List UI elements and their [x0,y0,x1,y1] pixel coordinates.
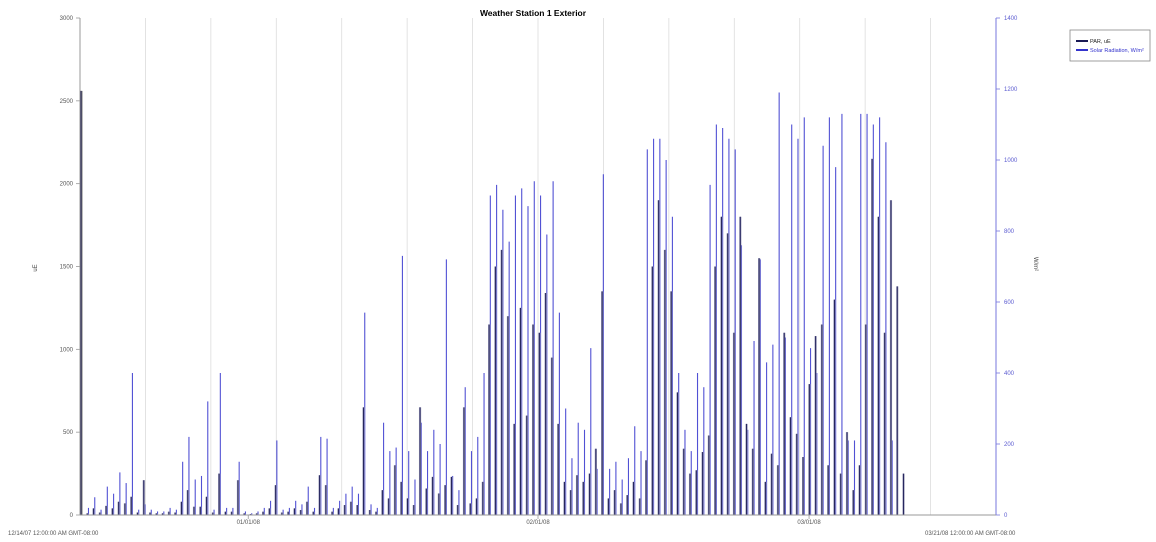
legend: PAR, uE Solar Radiation, W/m² [1069,29,1151,62]
ytick-label: 0 [70,513,74,519]
legend-label-solar: Solar Radiation, W/m² [1090,48,1144,54]
y2-axis-label: W/m² [1032,257,1038,271]
legend-label-par: PAR, uE [1090,39,1111,45]
ytick-label: 3000 [60,16,74,22]
y-axis-label: uE [33,264,39,271]
x-end-label: 03/21/08 12:00:00 AM GMT-08:00 [925,531,1016,537]
y2tick-label: 1000 [1004,158,1018,164]
ytick-label: 2500 [60,99,74,105]
right-y-ticks: 0 200 400 600 800 1000 1200 1400 [996,16,1018,519]
left-y-ticks: 0 500 1000 1500 2000 2500 3000 [60,16,80,519]
legend-box [1069,29,1151,62]
x-start-label: 12/14/07 12:00:00 AM GMT-08:00 [8,531,99,537]
xtick-label: 03/01/08 [797,520,821,526]
y2tick-label: 200 [1004,442,1015,448]
y2tick-label: 400 [1004,371,1015,377]
par-series [79,90,905,516]
ytick-label: 1000 [60,347,74,353]
vertical-gridlines [145,18,931,515]
y2tick-label: 600 [1004,300,1015,306]
y2tick-label: 1200 [1004,87,1018,93]
ytick-label: 500 [63,430,74,436]
y2tick-label: 1400 [1004,16,1018,22]
x-date-labels: 01/01/08 02/01/08 03/01/08 [237,515,821,526]
ytick-label: 2000 [60,182,74,188]
y2tick-label: 800 [1004,229,1015,235]
chart-title: Weather Station 1 Exterior [480,8,587,18]
xtick-label: 02/01/08 [526,520,550,526]
xtick-label: 01/01/08 [237,520,261,526]
ytick-label: 1500 [60,265,74,271]
y2tick-label: 0 [1004,513,1008,519]
solar-radiation-series [87,92,893,515]
